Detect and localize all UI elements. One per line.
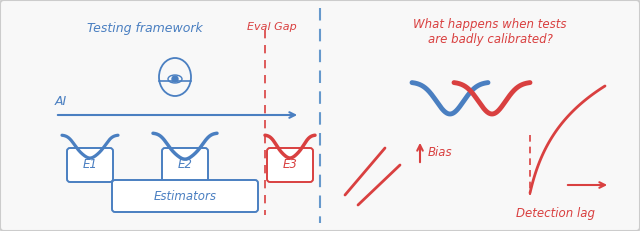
Text: E1: E1 bbox=[83, 158, 97, 171]
Text: are badly calibrated?: are badly calibrated? bbox=[428, 33, 552, 46]
Circle shape bbox=[172, 76, 178, 82]
Text: Estimators: Estimators bbox=[154, 189, 216, 203]
FancyBboxPatch shape bbox=[67, 148, 113, 182]
Text: Detection lag: Detection lag bbox=[515, 207, 595, 219]
Text: E2: E2 bbox=[177, 158, 193, 171]
Text: What happens when tests: What happens when tests bbox=[413, 18, 567, 31]
FancyBboxPatch shape bbox=[112, 180, 258, 212]
Text: Testing framework: Testing framework bbox=[87, 22, 203, 35]
FancyBboxPatch shape bbox=[267, 148, 313, 182]
Text: AI: AI bbox=[55, 95, 67, 108]
Text: E3: E3 bbox=[283, 158, 298, 171]
Text: Eval Gap: Eval Gap bbox=[247, 22, 297, 32]
FancyBboxPatch shape bbox=[162, 148, 208, 182]
Text: Bias: Bias bbox=[428, 146, 452, 158]
